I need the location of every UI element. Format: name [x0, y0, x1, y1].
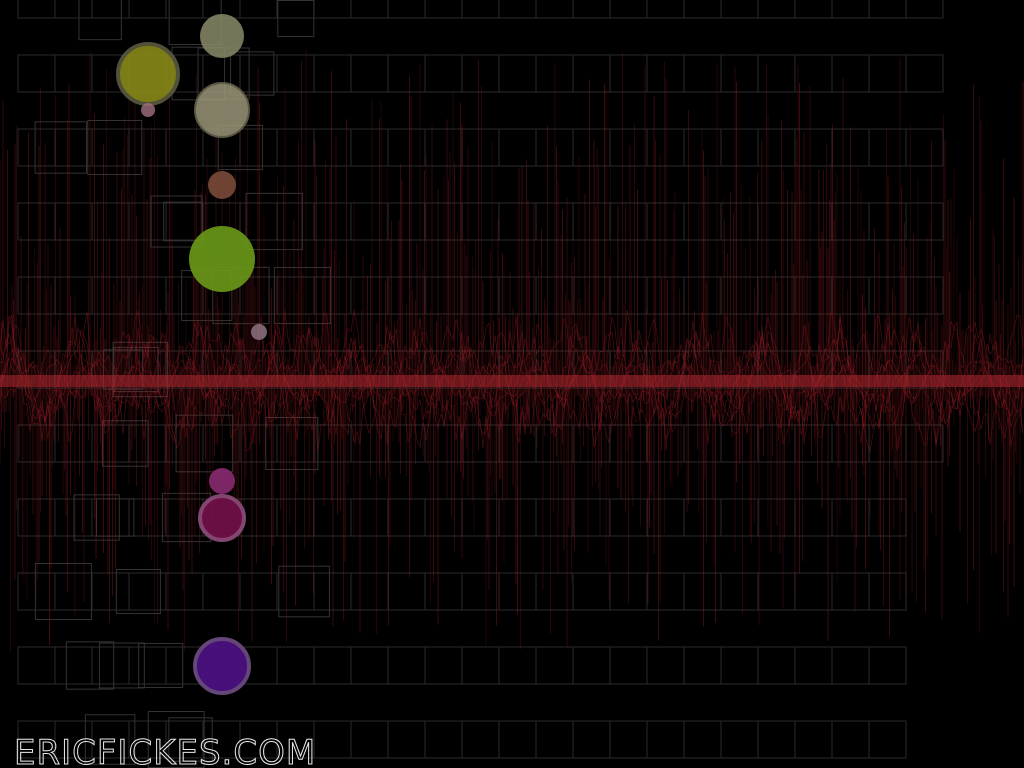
- circle: [116, 42, 180, 106]
- grid-cell: [313, 0, 352, 19]
- circle: [193, 637, 251, 695]
- grid-cell: [78, 0, 122, 41]
- grid-cell: [905, 202, 944, 241]
- grid-cell: [277, 0, 315, 38]
- grid-cell: [868, 720, 907, 759]
- grid-cell: [572, 0, 611, 19]
- grid-cell: [239, 0, 278, 19]
- grid-cell: [147, 711, 205, 768]
- grid-cell: [165, 0, 204, 19]
- grid-cell: [34, 121, 87, 174]
- circle: [198, 494, 246, 542]
- grid-cell: [387, 0, 426, 19]
- grid-cell: [163, 201, 203, 242]
- grid-cell: [905, 128, 944, 167]
- grid-cell: [757, 0, 796, 19]
- wave-core: [0, 375, 1024, 387]
- grid: [17, 0, 944, 768]
- grid-cell: [54, 0, 93, 19]
- circles: [116, 14, 267, 695]
- grid-cell: [794, 0, 833, 19]
- grid-cell: [868, 646, 907, 685]
- grid-cell: [683, 0, 722, 19]
- grid-cell: [17, 0, 56, 19]
- grid-cell: [646, 0, 685, 19]
- grid-cell: [91, 0, 130, 19]
- grid-cell: [128, 0, 167, 19]
- grid-cell: [905, 54, 944, 93]
- circle: [141, 103, 155, 117]
- grid-cell: [720, 0, 759, 19]
- grid-cell: [609, 0, 648, 19]
- grid-cell: [461, 0, 500, 19]
- circle: [251, 324, 267, 340]
- grid-cell: [424, 0, 463, 19]
- grid-cell: [168, 717, 213, 762]
- grid-cell: [535, 0, 574, 19]
- circle: [194, 82, 250, 138]
- grid-cell: [498, 0, 537, 19]
- wave-trace: [0, 326, 1024, 435]
- wave-trace: [0, 352, 1024, 410]
- grid-cell: [73, 494, 120, 541]
- circle: [189, 226, 255, 292]
- grid-cell: [230, 51, 275, 96]
- grid-cell: [34, 563, 92, 620]
- grid-cell: [350, 0, 389, 19]
- grid-cell: [84, 714, 136, 765]
- grid-cell: [65, 641, 115, 690]
- wave-trace: [0, 348, 1024, 414]
- circle: [209, 468, 235, 494]
- grid-cell: [138, 642, 184, 689]
- grid-cell: [831, 0, 870, 19]
- waveform: [0, 49, 1024, 654]
- wave-trace: [0, 310, 1024, 449]
- circle: [208, 171, 236, 199]
- circle: [200, 14, 244, 58]
- grid-cell: [87, 120, 143, 175]
- grid-cell: [112, 341, 168, 398]
- grid-cell: [278, 565, 330, 618]
- grid-cell: [276, 0, 315, 19]
- grid-cell: [98, 642, 145, 689]
- grid-cell: [868, 0, 907, 19]
- grid-cell: [102, 420, 149, 467]
- grid-cell: [115, 568, 161, 615]
- site-label: ERICFICKES.COM: [14, 733, 316, 768]
- grid-cell: [905, 0, 944, 19]
